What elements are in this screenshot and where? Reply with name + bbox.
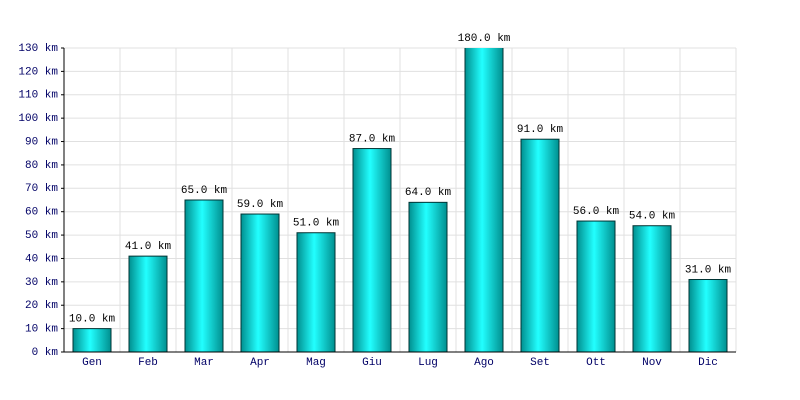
y-tick-label: 130 km [18, 43, 58, 55]
x-tick-label: Gen [82, 357, 102, 369]
y-tick-label: 40 km [25, 253, 58, 265]
bar [464, 48, 504, 352]
y-tick-label: 50 km [25, 230, 58, 242]
plot-area [72, 48, 728, 352]
bar [240, 213, 280, 352]
x-tick-label: Ago [474, 357, 494, 369]
x-tick-label: Lug [418, 357, 438, 369]
x-tick-label: Mag [306, 357, 326, 369]
y-tick-label: 20 km [25, 300, 58, 312]
bar [72, 328, 112, 352]
value-label: 87.0 km [349, 133, 396, 145]
x-tick-label: Mar [194, 357, 214, 369]
y-tick-label: 120 km [18, 66, 58, 78]
bar [128, 255, 168, 352]
bar [520, 138, 560, 352]
y-tick-label: 60 km [25, 207, 58, 219]
value-label: 54.0 km [629, 211, 676, 223]
y-tick-label: 110 km [18, 90, 58, 102]
value-label: 65.0 km [181, 185, 228, 197]
y-tick-label: 90 km [25, 136, 58, 148]
x-tick-label: Set [530, 357, 550, 369]
y-tick-label: 10 km [25, 324, 58, 336]
x-tick-label: Apr [250, 357, 270, 369]
value-label: 31.0 km [685, 264, 732, 276]
value-label: 59.0 km [237, 199, 284, 211]
y-tick-label: 100 km [18, 113, 58, 125]
x-tick-label: Dic [698, 357, 718, 369]
bar [632, 225, 672, 352]
bar [576, 220, 616, 352]
bar [352, 148, 392, 352]
y-tick-label: 0 km [32, 347, 59, 359]
value-label: 41.0 km [125, 241, 172, 253]
bar [688, 279, 728, 352]
x-tick-label: Feb [138, 357, 158, 369]
value-label: 10.0 km [69, 314, 116, 326]
x-tick-label: Nov [642, 357, 662, 369]
value-label: 51.0 km [293, 218, 340, 230]
value-label: 180.0 km [458, 33, 511, 45]
y-tick-label: 80 km [25, 160, 58, 172]
bar [296, 232, 336, 352]
x-tick-label: Giu [362, 357, 382, 369]
x-tick-label: Ott [586, 357, 606, 369]
bar [184, 199, 224, 352]
y-tick-label: 70 km [25, 183, 58, 195]
value-label: 56.0 km [573, 206, 620, 218]
y-tick-label: 30 km [25, 277, 58, 289]
value-label: 64.0 km [405, 187, 452, 199]
value-label: 91.0 km [517, 124, 564, 136]
bar [408, 201, 448, 352]
